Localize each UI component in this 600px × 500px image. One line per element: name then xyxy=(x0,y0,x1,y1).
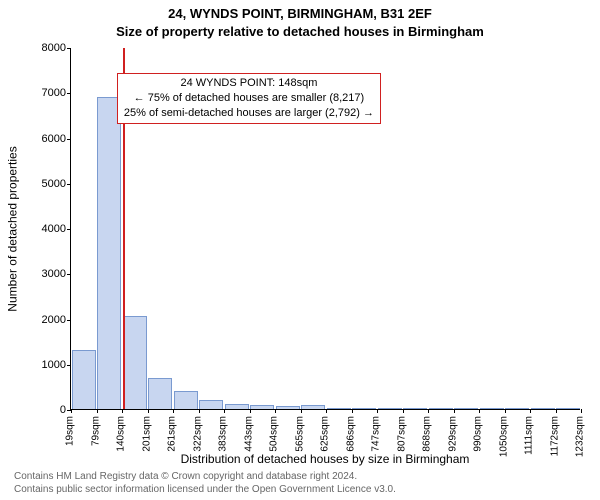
xtick-label: 565sqm xyxy=(294,416,305,452)
xtick-mark xyxy=(505,409,506,413)
xtick-label: 322sqm xyxy=(192,416,203,452)
ytick-label: 1000 xyxy=(26,359,66,371)
histogram-bar xyxy=(148,378,172,409)
ytick-mark xyxy=(67,229,71,230)
ytick-label: 4000 xyxy=(26,223,66,235)
histogram-bar xyxy=(199,400,223,409)
xtick-mark xyxy=(403,409,404,413)
xtick-label: 1172sqm xyxy=(549,416,560,456)
histogram-bar xyxy=(352,408,376,409)
xtick-mark xyxy=(530,409,531,413)
histogram-bar xyxy=(97,97,121,409)
histogram-bar xyxy=(327,408,351,409)
xtick-mark xyxy=(71,409,72,413)
annotation-line1: 24 WYNDS POINT: 148sqm xyxy=(124,76,374,91)
xtick-mark xyxy=(275,409,276,413)
xtick-label: 443sqm xyxy=(243,416,254,452)
chart-title-line1: 24, WYNDS POINT, BIRMINGHAM, B31 2EF xyxy=(0,6,600,21)
xtick-label: 747sqm xyxy=(371,416,382,452)
y-axis-label: Number of detached properties xyxy=(6,146,20,311)
xtick-label: 807sqm xyxy=(396,416,407,452)
ytick-mark xyxy=(67,93,71,94)
xtick-mark xyxy=(250,409,251,413)
xtick-label: 1050sqm xyxy=(498,416,509,457)
xtick-mark xyxy=(199,409,200,413)
ytick-mark xyxy=(67,320,71,321)
ytick-label: 3000 xyxy=(26,268,66,280)
xtick-label: 1111sqm xyxy=(524,416,535,455)
ytick-mark xyxy=(67,139,71,140)
ytick-mark xyxy=(67,48,71,49)
histogram-bar xyxy=(531,408,555,409)
xtick-mark xyxy=(428,409,429,413)
xtick-label: 1232sqm xyxy=(575,416,586,457)
histogram-bar xyxy=(174,391,198,409)
footer-line2: Contains public sector information licen… xyxy=(14,483,396,496)
xtick-mark xyxy=(556,409,557,413)
histogram-bar xyxy=(276,406,300,409)
xtick-label: 79sqm xyxy=(90,416,101,446)
histogram-bar xyxy=(250,405,274,409)
y-axis-label-wrap: Number of detached properties xyxy=(4,48,22,410)
xtick-mark xyxy=(122,409,123,413)
xtick-mark xyxy=(352,409,353,413)
xtick-mark xyxy=(581,409,582,413)
histogram-bar xyxy=(429,408,453,409)
xtick-mark xyxy=(97,409,98,413)
xtick-mark xyxy=(173,409,174,413)
chart-container: 24, WYNDS POINT, BIRMINGHAM, B31 2EF Siz… xyxy=(0,0,600,500)
plot-area: 24 WYNDS POINT: 148sqm← 75% of detached … xyxy=(70,48,580,410)
xtick-label: 19sqm xyxy=(65,416,76,446)
xtick-label: 383sqm xyxy=(218,416,229,452)
histogram-bar xyxy=(403,408,427,409)
xtick-mark xyxy=(377,409,378,413)
annotation-box: 24 WYNDS POINT: 148sqm← 75% of detached … xyxy=(117,73,381,124)
histogram-bar xyxy=(72,350,96,409)
histogram-bar xyxy=(378,408,402,409)
histogram-bar xyxy=(505,408,529,409)
ytick-label: 0 xyxy=(26,404,66,416)
footer-line1: Contains HM Land Registry data © Crown c… xyxy=(14,470,396,483)
xtick-label: 201sqm xyxy=(141,416,152,452)
histogram-bar xyxy=(225,404,249,409)
ytick-label: 7000 xyxy=(26,87,66,99)
histogram-bar xyxy=(556,408,580,409)
xtick-label: 261sqm xyxy=(167,416,178,452)
footer-attribution: Contains HM Land Registry data © Crown c… xyxy=(14,470,396,496)
xtick-mark xyxy=(479,409,480,413)
ytick-label: 5000 xyxy=(26,178,66,190)
ytick-mark xyxy=(67,274,71,275)
annotation-line2: ← 75% of detached houses are smaller (8,… xyxy=(124,91,374,106)
xtick-mark xyxy=(454,409,455,413)
xtick-mark xyxy=(301,409,302,413)
ytick-mark xyxy=(67,184,71,185)
xtick-label: 140sqm xyxy=(116,416,127,452)
xtick-mark xyxy=(326,409,327,413)
ytick-label: 6000 xyxy=(26,133,66,145)
xtick-mark xyxy=(148,409,149,413)
ytick-mark xyxy=(67,365,71,366)
xtick-label: 686sqm xyxy=(345,416,356,452)
xtick-label: 929sqm xyxy=(447,416,458,452)
xtick-label: 625sqm xyxy=(320,416,331,452)
xtick-label: 868sqm xyxy=(422,416,433,452)
histogram-bar xyxy=(301,405,325,409)
histogram-bar xyxy=(123,316,147,409)
chart-title-line2: Size of property relative to detached ho… xyxy=(0,24,600,39)
ytick-label: 8000 xyxy=(26,42,66,54)
xtick-label: 990sqm xyxy=(473,416,484,452)
xtick-label: 504sqm xyxy=(269,416,280,452)
histogram-bar xyxy=(454,408,478,409)
ytick-label: 2000 xyxy=(26,314,66,326)
annotation-line3: 25% of semi-detached houses are larger (… xyxy=(124,106,374,121)
histogram-bar xyxy=(480,408,504,409)
xtick-mark xyxy=(224,409,225,413)
